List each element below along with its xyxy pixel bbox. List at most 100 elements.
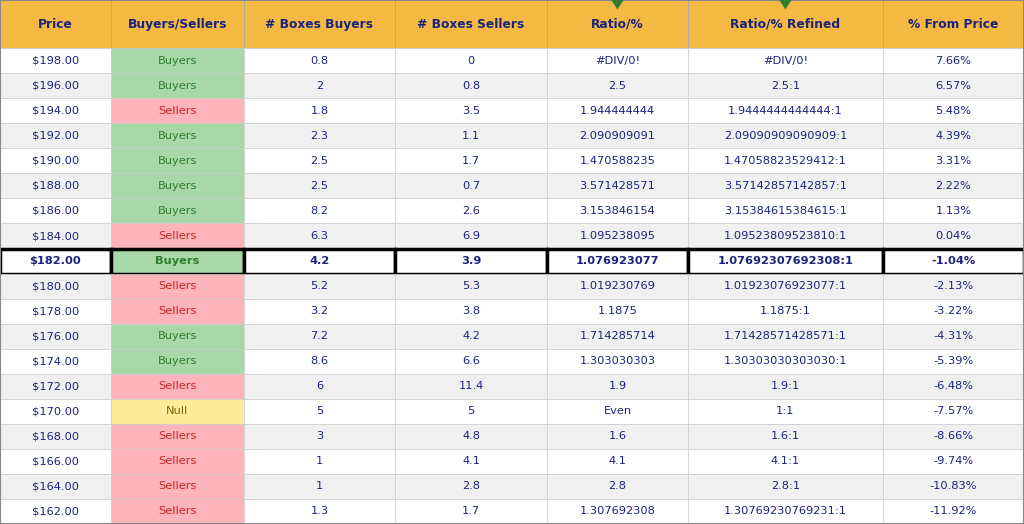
Bar (883, 123, 1024, 148)
Text: $190.00: $190.00 (32, 156, 79, 166)
Bar (395, 374, 547, 399)
Text: 0.7: 0.7 (462, 181, 480, 191)
Bar (0, 499, 111, 524)
Text: 5: 5 (315, 406, 324, 416)
Text: Sellers: Sellers (158, 381, 197, 391)
Polygon shape (779, 0, 792, 9)
Bar (111, 499, 244, 524)
Bar (244, 324, 395, 348)
Text: 4.39%: 4.39% (935, 131, 972, 141)
Bar (883, 48, 1024, 73)
Bar (883, 248, 1024, 274)
Text: 11.4: 11.4 (459, 381, 483, 391)
Bar (395, 173, 547, 199)
Text: Sellers: Sellers (158, 431, 197, 441)
Bar (883, 474, 1024, 499)
Bar (244, 499, 395, 524)
Text: 2.5: 2.5 (310, 181, 329, 191)
Bar (883, 73, 1024, 99)
Text: 1.7: 1.7 (462, 507, 480, 517)
Text: Buyers: Buyers (158, 181, 197, 191)
Text: 0.04%: 0.04% (935, 231, 972, 241)
Bar (547, 99, 688, 123)
Bar (688, 0, 883, 48)
Text: Sellers: Sellers (158, 281, 197, 291)
Bar (111, 424, 244, 449)
Bar (883, 324, 1024, 348)
Text: Sellers: Sellers (158, 456, 197, 466)
Text: 1.13%: 1.13% (935, 206, 972, 216)
Bar (0, 348, 111, 374)
Bar (883, 424, 1024, 449)
Bar (547, 374, 688, 399)
Text: 0.8: 0.8 (462, 81, 480, 91)
Bar (244, 474, 395, 499)
Text: 1.095238095: 1.095238095 (580, 231, 655, 241)
Text: $192.00: $192.00 (32, 131, 79, 141)
Text: 5.3: 5.3 (462, 281, 480, 291)
Text: 8.2: 8.2 (310, 206, 329, 216)
Bar (0, 99, 111, 123)
Text: $174.00: $174.00 (32, 356, 79, 366)
Text: Buyers: Buyers (155, 256, 200, 266)
Text: 1.714285714: 1.714285714 (580, 331, 655, 341)
Bar (883, 299, 1024, 324)
Bar (688, 374, 883, 399)
Bar (244, 224, 395, 248)
Text: 2.8:1: 2.8:1 (771, 482, 800, 492)
Text: 6.6: 6.6 (462, 356, 480, 366)
Bar (547, 148, 688, 173)
Text: 1.303030303: 1.303030303 (580, 356, 655, 366)
Bar (883, 274, 1024, 299)
Bar (688, 474, 883, 499)
Bar (111, 399, 244, 424)
Bar (688, 248, 883, 274)
Text: Buyers: Buyers (158, 156, 197, 166)
Bar (0, 123, 111, 148)
Bar (111, 73, 244, 99)
Bar (395, 199, 547, 224)
Text: 1.9: 1.9 (608, 381, 627, 391)
Text: Sellers: Sellers (158, 507, 197, 517)
Text: 3: 3 (315, 431, 324, 441)
Bar (547, 499, 688, 524)
Text: -2.13%: -2.13% (933, 281, 974, 291)
Bar (395, 99, 547, 123)
Bar (547, 248, 688, 274)
Bar (547, 123, 688, 148)
Bar (395, 348, 547, 374)
Text: 3.9: 3.9 (461, 256, 481, 266)
Bar (688, 173, 883, 199)
Text: 1.307692308: 1.307692308 (580, 507, 655, 517)
Bar (883, 148, 1024, 173)
Text: 2.090909091: 2.090909091 (580, 131, 655, 141)
Text: 1.470588235: 1.470588235 (580, 156, 655, 166)
Text: $168.00: $168.00 (32, 431, 79, 441)
Bar (547, 299, 688, 324)
Text: 6: 6 (316, 381, 323, 391)
Bar (395, 424, 547, 449)
Text: 1.1875:1: 1.1875:1 (760, 306, 811, 316)
Bar (395, 474, 547, 499)
Text: $172.00: $172.00 (32, 381, 79, 391)
Text: Even: Even (603, 406, 632, 416)
Text: 4.1: 4.1 (608, 456, 627, 466)
Text: 2.5: 2.5 (608, 81, 627, 91)
Bar (0, 0, 111, 48)
Bar (688, 224, 883, 248)
Text: 3.57142857142857:1: 3.57142857142857:1 (724, 181, 847, 191)
Text: 1.8: 1.8 (310, 106, 329, 116)
Text: #DIV/0!: #DIV/0! (763, 56, 808, 66)
Text: $184.00: $184.00 (32, 231, 79, 241)
Bar (547, 0, 688, 48)
Bar (688, 399, 883, 424)
Bar (883, 374, 1024, 399)
Text: 5.2: 5.2 (310, 281, 329, 291)
Text: 2.09090909090909:1: 2.09090909090909:1 (724, 131, 847, 141)
Text: 2: 2 (316, 81, 323, 91)
Bar (883, 348, 1024, 374)
Text: -4.31%: -4.31% (933, 331, 974, 341)
Text: 2.5: 2.5 (310, 156, 329, 166)
Text: 1.30769230769231:1: 1.30769230769231:1 (724, 507, 847, 517)
Text: 0: 0 (467, 56, 475, 66)
